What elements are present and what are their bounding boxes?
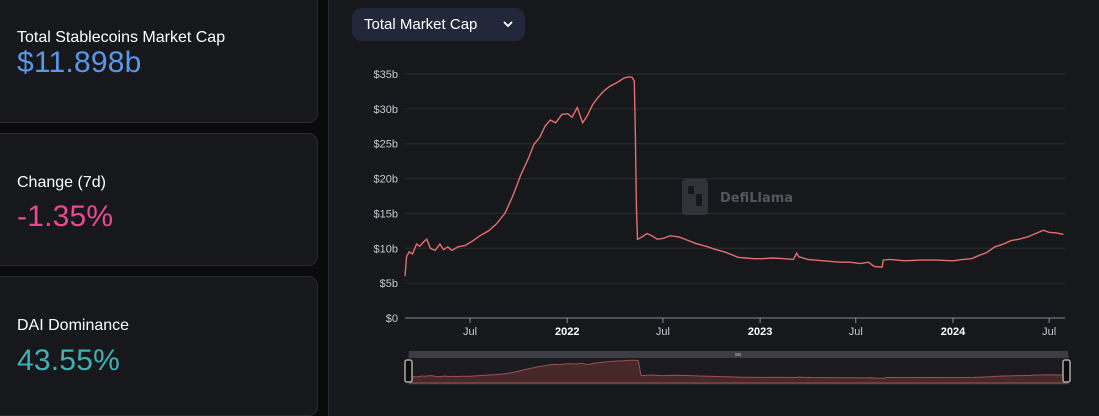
chevron-down-icon bbox=[503, 19, 513, 31]
watermark: DefiLlama bbox=[682, 179, 793, 215]
stat-card-dominance: DAI Dominance 43.55% bbox=[0, 276, 318, 416]
stat-label: Change (7d) bbox=[17, 174, 106, 191]
stat-value: -1.35% bbox=[17, 200, 114, 233]
y-tick-label: $25b bbox=[374, 139, 398, 151]
y-tick-label: $0 bbox=[386, 313, 398, 325]
stat-card-change: Change (7d) -1.35% bbox=[0, 133, 318, 266]
llama-logo-icon bbox=[682, 179, 708, 215]
x-tick-label: Jul bbox=[849, 326, 863, 338]
y-tick-label: $5b bbox=[380, 278, 398, 290]
y-axis: $0 $5b $10b $15b $20b $25b $30b $35b bbox=[374, 69, 398, 325]
chart-type-dropdown[interactable]: Total Market Cap bbox=[352, 8, 525, 41]
x-tick-label: Jul bbox=[656, 326, 670, 338]
range-selector[interactable] bbox=[404, 351, 1071, 385]
y-tick-label: $35b bbox=[374, 69, 398, 81]
x-tick-label: Jul bbox=[1042, 326, 1056, 338]
stat-card-market-cap: Total Stablecoins Market Cap $11.898b bbox=[0, 0, 318, 123]
chart-panel bbox=[328, 0, 1099, 416]
dropdown-label: Total Market Cap bbox=[364, 16, 478, 33]
series-line bbox=[404, 76, 1064, 277]
market-cap-chart: $0$5b$10b$15b$20b$25b$30b$35b Jul 2022 Jul… bbox=[374, 69, 1071, 385]
range-grip-icon bbox=[735, 353, 741, 356]
x-tick-label: 2024 bbox=[941, 326, 966, 338]
y-tick-label: $15b bbox=[374, 208, 398, 220]
range-handle-left[interactable] bbox=[404, 359, 413, 383]
y-tick-label: $10b bbox=[374, 243, 398, 255]
stat-value: 43.55% bbox=[17, 344, 120, 377]
x-axis: Jul 2022 Jul 2023 Jul 2024 Jul bbox=[405, 317, 1065, 338]
x-tick-label: Jul bbox=[463, 326, 477, 338]
y-tick-label: $20b bbox=[374, 174, 398, 186]
watermark-text: DefiLlama bbox=[720, 191, 793, 206]
stat-label: DAI Dominance bbox=[17, 317, 130, 334]
stat-value: $11.898b bbox=[17, 46, 142, 79]
x-tick-label: 2023 bbox=[748, 326, 772, 338]
x-tick-label: 2022 bbox=[555, 326, 579, 338]
range-handle-right[interactable] bbox=[1062, 359, 1071, 383]
brush-area bbox=[409, 359, 1068, 384]
y-tick-label: $30b bbox=[374, 104, 398, 116]
stat-label: Total Stablecoins Market Cap bbox=[17, 29, 226, 46]
